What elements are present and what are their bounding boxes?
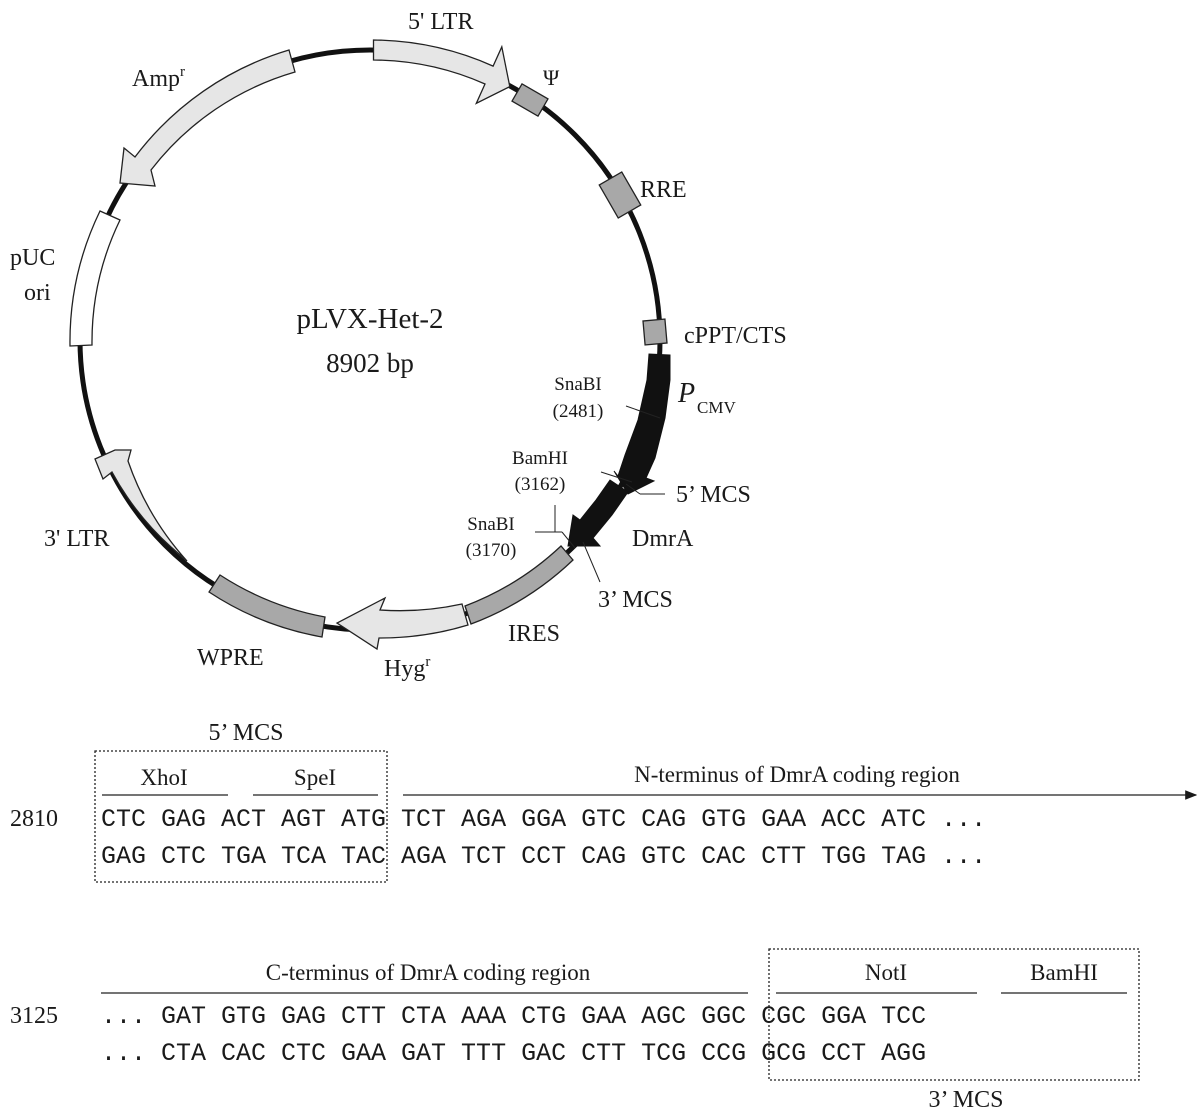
hyg-sup: r <box>425 654 430 670</box>
amp-feature <box>119 49 296 187</box>
enzyme-bamhi: BamHI <box>1030 960 1098 985</box>
plasmid-name: pLVX-Het-2 <box>296 303 443 335</box>
rre-label: RRE <box>640 177 687 203</box>
wpre-feature <box>208 574 326 638</box>
c-terminus-label: C-terminus of DmrA coding region <box>266 960 591 985</box>
pcmv-main: P <box>677 378 695 409</box>
pcmv-sub: CMV <box>697 398 736 417</box>
site-1-pos: (2481) <box>553 401 604 422</box>
sequence-top-row-2: GAG CTC TGA TCA TAC AGA TCT CCT CAG GTC … <box>101 842 986 871</box>
puc-label-1: pUC <box>10 245 55 271</box>
pcmv-label: P <box>677 378 695 409</box>
puc-label-2: ori <box>24 280 51 306</box>
mcs3-box <box>768 948 1140 1081</box>
line-number-2810: 2810 <box>10 806 58 832</box>
enzyme-spei: SpeI <box>294 765 336 790</box>
dmra-feature <box>567 479 629 547</box>
n-terminus-label: N-terminus of DmrA coding region <box>634 762 960 787</box>
ltr3-label: 3' LTR <box>44 526 109 552</box>
snabi-3170-tick-b <box>561 531 576 549</box>
psi-label: Ψ <box>543 65 560 90</box>
psi-feature <box>511 82 549 118</box>
snabi-2481-tick <box>625 405 661 419</box>
site-1-name: SnaBI <box>554 374 602 395</box>
enzyme-xhoi: XhoI <box>140 765 187 790</box>
amp-main: Amp <box>132 66 180 92</box>
sequence-top-row-1: CTC GAG ACT AGT ATG TCT AGA GGA GTC CAG … <box>101 805 986 834</box>
mcs5-box <box>94 750 388 883</box>
cppt-feature <box>642 318 668 346</box>
ltr5-label: 5' LTR <box>408 9 473 35</box>
wpre-label: WPRE <box>197 645 264 671</box>
mcs3-label: 3’ MCS <box>598 587 673 613</box>
sequence-bottom-row-2: ... CTA CAC CTC GAA GAT TTT GAC CTT TCG … <box>101 1039 926 1068</box>
ires-label: IRES <box>508 621 560 647</box>
pcmv-feature <box>613 353 671 495</box>
line-number-3125: 3125 <box>10 1003 58 1029</box>
mcs5-tick-b <box>625 483 641 495</box>
ltr5-feature <box>372 39 511 105</box>
site-3-name: SnaBI <box>467 514 515 535</box>
enzyme-noti: NotI <box>865 960 907 985</box>
plasmid-map: pLVX-Het-2 8902 bp 5' LTR Ψ RRE cPPT/CTS… <box>10 9 787 682</box>
rre-feature <box>598 171 642 219</box>
site-2-pos: (3162) <box>515 474 566 495</box>
ires-feature <box>464 545 574 625</box>
mcs3-tick <box>582 541 601 583</box>
sequence-block-top: 5’ MCS XhoI SpeI N-terminus of DmrA codi… <box>10 720 1198 883</box>
mcs5-tick-a <box>600 471 633 483</box>
hyg-feature <box>335 596 469 651</box>
dmra-label: DmrA <box>632 526 694 552</box>
ltr3-feature <box>94 449 188 562</box>
amp-sup: r <box>180 64 185 80</box>
sequence-bottom-row-1: ... GAT GTG GAG CTT CTA AAA CTG GAA AGC … <box>101 1002 926 1031</box>
mcs3-box-label: 3’ MCS <box>929 1087 1004 1113</box>
site-3-pos: (3170) <box>466 540 517 561</box>
hyg-main: Hyg <box>384 656 425 682</box>
hyg-label: Hygr <box>384 654 430 682</box>
plasmid-size: 8902 bp <box>326 348 414 378</box>
puc-ori-feature <box>69 210 121 347</box>
site-2-name: BamHI <box>512 448 568 469</box>
cppt-label: cPPT/CTS <box>684 323 787 349</box>
mcs5-box-label: 5’ MCS <box>209 720 284 746</box>
amp-label: Ampr <box>132 64 185 92</box>
sequence-block-bottom: C-terminus of DmrA coding region NotI Ba… <box>10 948 1140 1113</box>
mcs5-label: 5’ MCS <box>676 482 751 508</box>
